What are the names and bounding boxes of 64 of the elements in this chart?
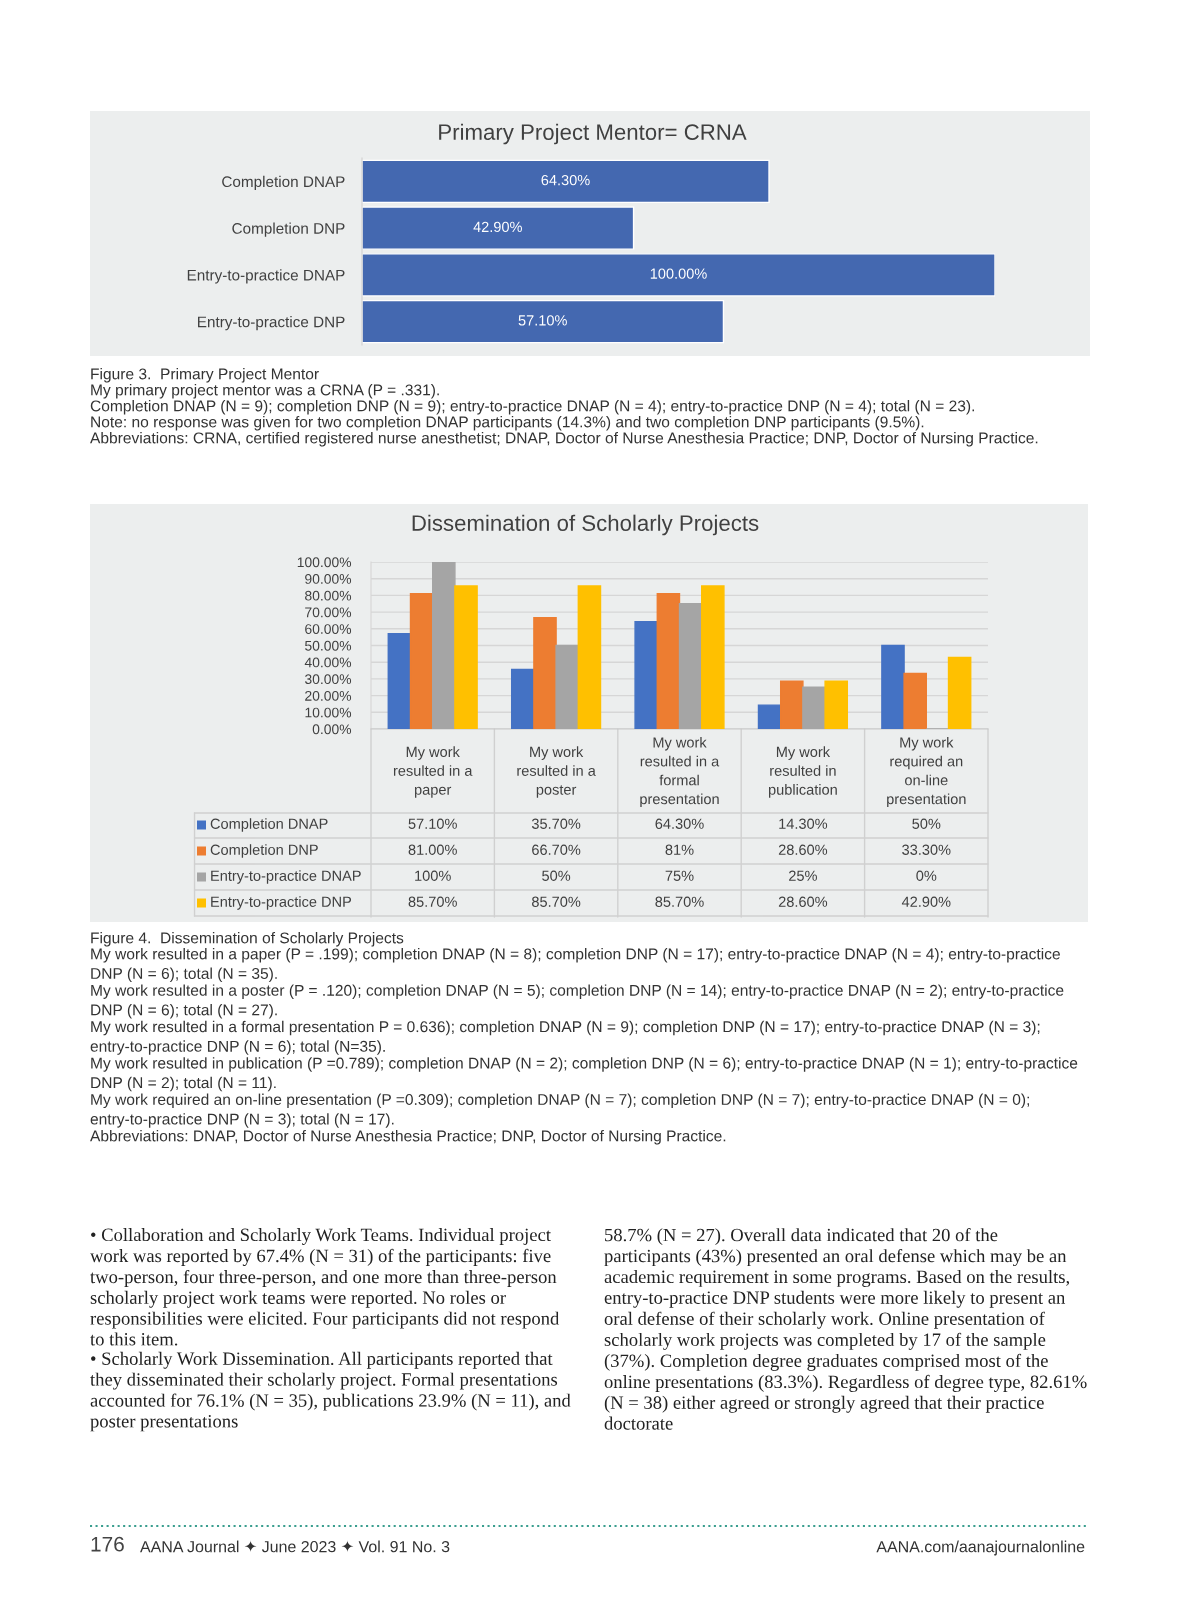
text: Completion DNAP (N = 9); completion DNP (N = 9); entry-to-practice DNAP (N = 4); entry-to-practice DNP (N = 4); total (N = 23). [90,400,974,415]
x-tick-label: My work resulted in a poster [517,746,596,798]
x-tick-label: My work resulted in a paper [393,746,473,798]
data-label: 81% [665,844,694,855]
y-tick-label: Entry-to-practice DNP [198,316,345,331]
data-label: 25% [789,870,817,881]
y-tick-label: 30.00% [304,674,352,685]
text: My work resulted in a poster (P = .120); completion DNAP (N = 5); completion DNP (N = 14); entry-to-practice DNAP (N = 2); entry-to-practice DNP (N = 6); total (N = 27). [91,984,1064,1019]
caption: Figure 3. Primary Project Mentor [91,368,319,383]
text: My work required an on-line presentation (P =0.309); completion DNAP (N = 7); completion DNP (N = 7); entry-to-practice DNAP (N = 0); entry-to-practice DNP (N = 3); total (N = 17). [90,1093,1029,1128]
text: Abbreviations: DNAP, Doctor of Nurse Anesthesia Practice; DNP, Doctor of Nursing Practice. [90,1130,726,1145]
text: • Collaboration and Scholarly Work Teams. Individual project work was reported by 67.4% (N = 31) of the participants: five two-person, four three-person, and one more than three-person scholarly project work teams were reported. No roles or responsibilities were elicited. Four participants did not respond to this item. [90,1228,560,1346]
y-tick-label: Entry-to-practice DNAP [187,269,345,284]
text: 58.7% (N = 27). Overall data indicated that 20 of the participants (43%) presented an oral defense which may be an academic requirement in some programs. Based on the results, entry-to-practice DNP students were more likely to present an oral defense of their scholarly work. Online presentation of scholarly work projects was completed by 17 of the sample (37%). Completion degree graduates comprised most of the online presentations (83.3%). Regardless of degree type, 82.61% (N = 38) either agreed or strongly agreed that their practice doctorate [604,1228,1087,1430]
text: My work resulted in a paper (P = .199); completion DNAP (N = 8); completion DNP (N = 17); entry-to-practice DNAP (N = 4); entry-to-practice DNP (N = 6); total (N = 35). [91,948,1060,983]
data-label: 33.30% [902,844,951,855]
data-label: 57.10% [408,818,457,829]
data-label: 75% [665,870,694,881]
data-label: 28.60% [778,844,828,855]
text: 176 [91,1536,124,1552]
text: Note: no response was given for two completion DNAP participants (14.3%) and two completion DNP participants (9.5%). [91,416,924,431]
data-label: 0% [916,870,937,881]
x-tick-label: My work resulted in publication [768,746,837,798]
data-label: 14.30% [779,818,828,829]
data-label: 100.00% [650,268,707,279]
data-label: 85.70% [532,896,581,907]
y-tick-label: 90.00% [305,574,352,584]
chart-title: Primary Project Mentor= CRNA [439,123,747,145]
data-label: 100% [415,870,451,881]
text: • Scholarly Work Dissemination. All participants reported that they disseminated their scholarly project. Formal presentations accounted for 76.1% (N = 35), publications 23.9% (N = 11), and poster presentations [90,1351,571,1432]
text: My primary project mentor was a CRNA (P = .331). [91,384,439,399]
y-tick-label: 40.00% [304,657,352,668]
y-tick-label: Completion DNAP [222,175,345,191]
data-label: 64.30% [541,174,590,186]
data-label: 42.90% [473,221,522,233]
data-label: 42.90% [901,896,951,907]
data-label: 35.70% [531,818,581,829]
y-tick-label: 10.00% [305,707,352,718]
caption: Figure 4. Dissemination of Scholarly Projects [91,932,404,947]
y-tick-label: 20.00% [305,690,352,701]
y-tick-label: 60.00% [305,624,352,634]
data-label: 85.70% [408,896,457,907]
text: My work resulted in publication (P =0.789); completion DNAP (N = 2); completion DNP (N = 6); entry-to-practice DNAP (N = 1); entry-to-practice DNP (N = 2); total (N = 11). [91,1057,1078,1092]
y-tick-label: 50.00% [305,640,352,651]
text: My work resulted in a formal presentation P = 0.636); completion DNAP (N = 9); completion DNP (N = 17); entry-to-practice DNAP (N = 3); entry-to-practice DNP (N = 6); total (N=35). [90,1020,1040,1055]
y-tick-label: 70.00% [305,607,352,618]
x-tick-label: My work required an on-line presentation [887,736,966,808]
y-tick-label: 80.00% [305,590,352,601]
data-label: 81.00% [408,844,457,855]
data-label: 57.10% [518,315,567,326]
text: AANA.com/aanajournalonline [876,1540,1085,1556]
data-label: 28.60% [778,896,828,907]
text: AANA Journal ✦ June 2023 ✦ Vol. 91 No. 3 [140,1540,450,1553]
chart-title: Dissemination of Scholarly Projects [412,514,759,536]
data-label: 50% [542,870,571,881]
data-label: 66.70% [532,844,581,855]
y-tick-label: 0.00% [312,724,352,735]
y-tick-label: 100.00% [297,557,352,568]
data-label: 64.30% [655,818,704,829]
data-label: 50% [912,818,941,829]
x-tick-label: My work resulted in a formal presentation [640,736,720,808]
y-tick-label: Completion DNP [232,222,345,237]
data-label: 85.70% [655,896,704,907]
text: Abbreviations: CRNA, certified registered nurse anesthetist; DNAP, Doctor of Nurse Anesthesia Practice; DNP, Doctor of Nursing Practice. [90,432,1038,447]
